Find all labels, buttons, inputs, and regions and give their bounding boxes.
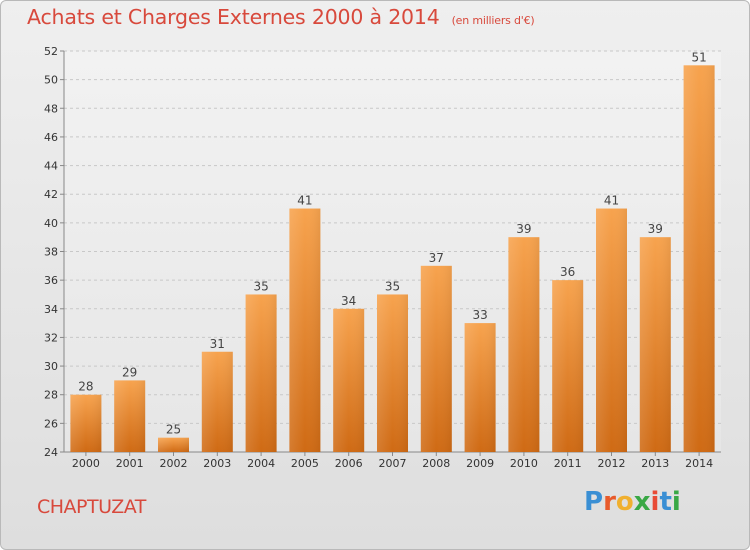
bar-shine xyxy=(508,237,540,452)
x-tick-label: 2004 xyxy=(247,457,275,470)
y-tick-label: 34 xyxy=(44,303,58,316)
logo-letter: x xyxy=(633,487,651,517)
x-tick-label: 2014 xyxy=(685,457,713,470)
y-tick-label: 28 xyxy=(44,389,58,402)
bar-shine xyxy=(552,280,584,452)
x-tick-label: 2006 xyxy=(335,457,363,470)
plot-area: 24 26 28 30 32 34 36 38 40 42 44 46 48 50 52 28 2000 29 20… xyxy=(44,45,721,470)
y-tick-label: 52 xyxy=(44,45,58,58)
y-tick-label: 44 xyxy=(44,160,58,173)
data-label: 33 xyxy=(472,308,487,322)
y-tick-label: 42 xyxy=(44,188,58,201)
data-label: 34 xyxy=(341,294,356,308)
data-label: 36 xyxy=(560,265,575,279)
y-tick-label: 48 xyxy=(44,102,58,115)
y-tick-label: 26 xyxy=(44,417,58,430)
logo-letter: i xyxy=(650,487,660,517)
data-label: 31 xyxy=(210,337,225,351)
x-tick-label: 2011 xyxy=(554,457,582,470)
bar-shine xyxy=(245,294,277,452)
bar-shine xyxy=(596,208,627,452)
bar-shine xyxy=(464,323,496,452)
y-tick-label: 40 xyxy=(44,217,58,230)
logo-letter: o xyxy=(615,487,634,517)
y-tick-label: 32 xyxy=(44,331,58,344)
y-tick-label: 30 xyxy=(44,360,58,373)
x-tick-label: 2012 xyxy=(598,457,626,470)
chart-title-text: Achats et Charges Externes 2000 à 2014 xyxy=(27,5,440,29)
y-tick-label: 50 xyxy=(44,74,58,87)
proxiti-logo: Proxiti xyxy=(584,487,681,517)
bar-shine xyxy=(420,265,452,452)
y-tick-label: 24 xyxy=(44,446,58,459)
x-tick-label: 2005 xyxy=(291,457,319,470)
data-label: 41 xyxy=(604,194,619,208)
x-tick-label: 2001 xyxy=(116,457,144,470)
x-tick-label: 2008 xyxy=(422,457,450,470)
bar-shine xyxy=(333,308,365,452)
logo-letter: P xyxy=(584,487,604,517)
x-tick-label: 2010 xyxy=(510,457,538,470)
x-tick-label: 2002 xyxy=(160,457,188,470)
bar-shine xyxy=(639,237,671,452)
x-tick-label: 2009 xyxy=(466,457,494,470)
data-label: 25 xyxy=(166,423,181,437)
logo-letter: t xyxy=(659,487,672,517)
commune-name: CHAPTUZAT xyxy=(37,496,146,518)
bar-shine xyxy=(289,208,321,452)
data-label: 35 xyxy=(385,279,400,293)
bar-shine xyxy=(114,380,146,452)
data-label: 37 xyxy=(429,251,444,265)
x-tick-label: 2003 xyxy=(203,457,231,470)
data-label: 41 xyxy=(297,194,312,208)
y-tick-label: 36 xyxy=(44,274,58,287)
data-label: 28 xyxy=(78,380,93,394)
logo-letter: r xyxy=(603,487,616,517)
bar-shine xyxy=(158,437,189,452)
bar-shine xyxy=(683,65,715,453)
data-label: 35 xyxy=(253,279,268,293)
y-tick-label: 38 xyxy=(44,246,58,259)
bar-shine xyxy=(201,351,233,452)
data-label: 51 xyxy=(691,50,706,64)
data-label: 39 xyxy=(516,222,531,236)
chart-title: Achats et Charges Externes 2000 à 2014 (e… xyxy=(27,5,535,29)
data-label: 29 xyxy=(122,365,137,379)
bar-shine xyxy=(70,394,102,452)
y-tick-label: 46 xyxy=(44,131,58,144)
chart-unit: (en milliers d'€) xyxy=(451,14,535,27)
logo-letter: i xyxy=(671,487,681,517)
data-label: 39 xyxy=(648,222,663,236)
x-tick-label: 2007 xyxy=(379,457,407,470)
x-tick-label: 2000 xyxy=(72,457,100,470)
bar-shine xyxy=(377,294,408,452)
x-tick-label: 2013 xyxy=(641,457,669,470)
